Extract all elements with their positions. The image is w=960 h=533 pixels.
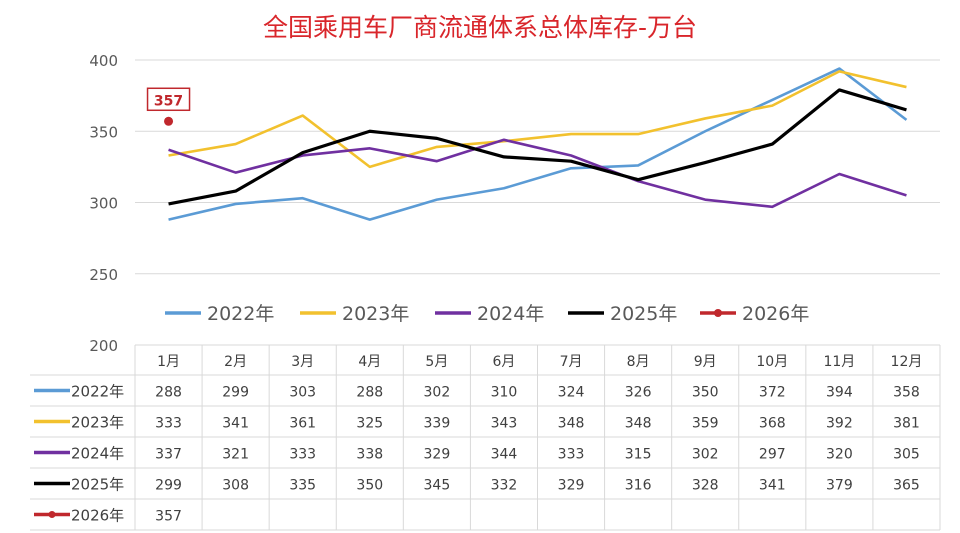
table-cell: 361 [289, 416, 316, 432]
table-cell: 337 [155, 447, 182, 463]
data-label: 357 [154, 93, 183, 109]
table-cell: 394 [826, 385, 853, 401]
table-cell: 357 [155, 509, 182, 525]
legend-item: 2025年 [568, 303, 677, 325]
table-cell: 368 [759, 416, 786, 432]
table-cell: 305 [893, 447, 920, 463]
table-row-label: 2024年 [71, 445, 124, 463]
table-cell: 329 [558, 478, 585, 494]
table-header-cell: 1月 [157, 354, 180, 370]
table-header-cell: 2月 [224, 354, 247, 370]
table-header-cell: 8月 [627, 354, 650, 370]
series-line-2022年 [168, 67, 908, 221]
table-cell: 302 [692, 447, 719, 463]
legend-marker [714, 309, 722, 317]
table-cell: 381 [893, 416, 920, 432]
table-row-label: 2022年 [71, 383, 124, 401]
table-cell: 350 [692, 385, 719, 401]
table-cell: 333 [289, 447, 316, 463]
table-cell: 328 [692, 478, 719, 494]
table-row-label: 2026年 [71, 507, 124, 525]
table-cell: 321 [222, 447, 249, 463]
table-cell: 392 [826, 416, 853, 432]
table-cell: 288 [155, 385, 182, 401]
table-cell: 345 [424, 478, 451, 494]
data-label-box [146, 87, 191, 112]
legend-label: 2025年 [610, 303, 677, 325]
table-cell: 288 [356, 385, 383, 401]
legend-label: 2024年 [477, 303, 544, 325]
table-cell: 320 [826, 447, 853, 463]
table-cell: 338 [356, 447, 383, 463]
legend-item: 2023年 [300, 303, 409, 325]
table-cell: 335 [289, 478, 316, 494]
table-cell: 299 [155, 478, 182, 494]
table-row: 2022年 288 299 303 288 302 310 324 326 350 372 394 35… [34, 383, 920, 401]
table-header-cell: 5月 [425, 354, 448, 370]
table-header-cell: 7月 [560, 354, 583, 370]
table-cell: 333 [558, 447, 585, 463]
table-header-cell: 6月 [492, 354, 515, 370]
table-cell: 315 [625, 447, 652, 463]
table-cell: 379 [826, 478, 853, 494]
table-cell: 329 [424, 447, 451, 463]
legend-item: 2022年 [165, 303, 274, 325]
legend-item: 2026年 [700, 303, 809, 325]
table-cell: 341 [222, 416, 249, 432]
table-row-label: 2023年 [71, 414, 124, 432]
table-cell: 333 [155, 416, 182, 432]
table-cell: 372 [759, 385, 786, 401]
table-cell: 302 [424, 385, 451, 401]
legend-item: 2024年 [435, 303, 544, 325]
legend-label: 2022年 [207, 303, 274, 325]
table-cell: 326 [625, 385, 652, 401]
table-row: 2023年 333 341 361 325 339 343 348 348 359 368 392 38… [34, 414, 920, 432]
table-cell: 308 [222, 478, 249, 494]
table-cell: 359 [692, 416, 719, 432]
table-row: 2024年 337 321 333 338 329 344 333 315 302 297 320 30… [34, 445, 920, 463]
table-cell: 341 [759, 478, 786, 494]
table-row: 2026年 357 [34, 507, 182, 525]
table-cell: 332 [491, 478, 518, 494]
legend-label: 2026年 [742, 303, 809, 325]
table-cell: 339 [424, 416, 451, 432]
table-header-cell: 4月 [358, 354, 381, 370]
table-cell: 348 [625, 416, 652, 432]
y-tick-label: 200 [89, 337, 118, 355]
table-legend-marker [48, 511, 56, 518]
table-cell: 299 [222, 385, 249, 401]
table-cell: 297 [759, 447, 786, 463]
series-line-2025年 [168, 88, 907, 206]
table-cell: 343 [491, 416, 518, 432]
y-tick-label: 300 [89, 195, 118, 213]
table-header-cell: 12月 [891, 354, 923, 370]
series-line-2023年 [168, 70, 907, 169]
table-cell: 358 [893, 385, 920, 401]
table-cell: 350 [356, 478, 383, 494]
y-tick-label: 400 [89, 52, 118, 70]
table-header-cell: 9月 [694, 354, 717, 370]
table-cell: 348 [558, 416, 585, 432]
table-cell: 310 [491, 385, 518, 401]
table-header-cell: 3月 [291, 354, 314, 370]
table-cell: 325 [356, 416, 383, 432]
data-point-2026年 [164, 116, 174, 126]
chart-title: 全国乘用车厂商流通体系总体库存-万台 [263, 13, 697, 42]
table-cell: 303 [289, 385, 316, 401]
table-row-label: 2025年 [71, 476, 124, 494]
y-tick-label: 350 [89, 123, 118, 141]
table-cell: 344 [491, 447, 518, 463]
table-cell: 316 [625, 478, 652, 494]
series-line-2024年 [168, 138, 907, 209]
table-header-cell: 11月 [823, 354, 855, 370]
table-row: 2025年 299 308 335 350 345 332 329 316 328 341 379 36… [34, 476, 920, 494]
table-cell: 324 [558, 385, 585, 401]
table-header-cell: 10月 [756, 354, 788, 370]
table-cell: 365 [893, 478, 920, 494]
y-tick-label: 250 [89, 266, 118, 284]
legend-label: 2023年 [342, 303, 409, 325]
